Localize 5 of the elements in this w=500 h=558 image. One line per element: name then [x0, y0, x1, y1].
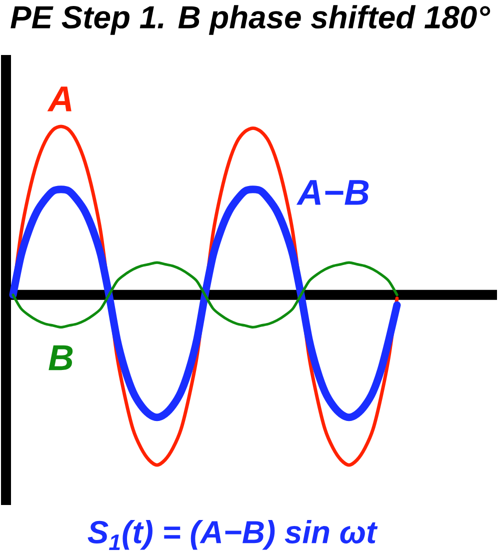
series-label: B [48, 345, 73, 370]
series-label: A [47, 86, 72, 112]
series-label: A−B [296, 180, 369, 205]
chart-title: PE Step 1. B phase shifted 180° [10, 5, 490, 35]
text: S$_{1}$(t) = (A−B) sin ωt [88, 520, 378, 550]
